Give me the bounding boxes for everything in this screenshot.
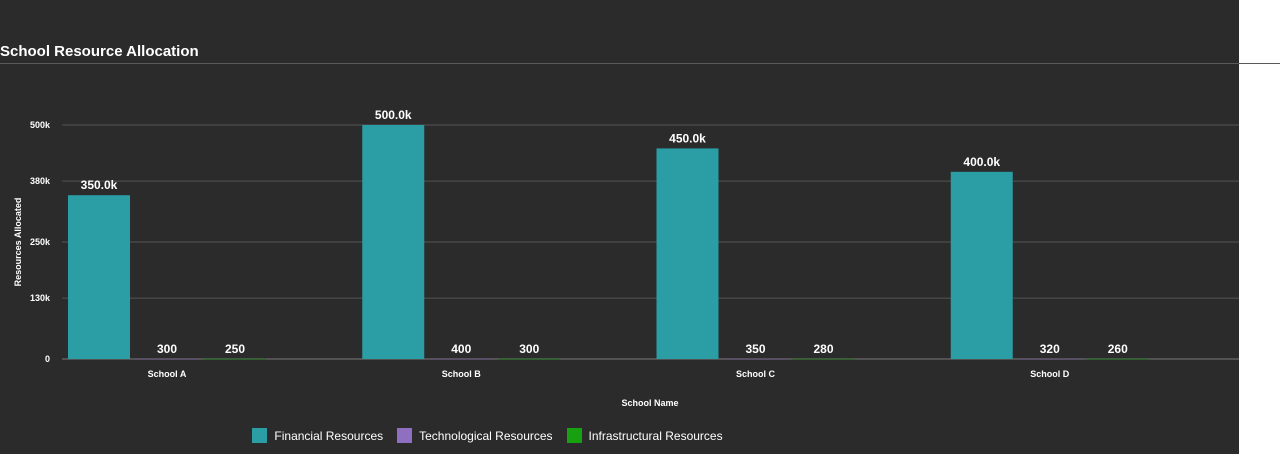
legend-item[interactable]: Financial Resources: [252, 428, 383, 443]
bar-value-label: 450.0k: [669, 131, 706, 145]
y-tick-label: 380k: [30, 176, 51, 186]
legend-swatch: [397, 428, 413, 443]
legend-swatch: [252, 428, 268, 443]
bar-value-label: 400.0k: [963, 155, 1000, 169]
y-tick-label: 0: [45, 354, 50, 364]
bar: [792, 358, 855, 360]
bar-value-label: 280: [813, 342, 833, 356]
bar: [950, 171, 1013, 359]
bar-value-label: 300: [519, 342, 539, 356]
chart-title: School Resource Allocation: [0, 43, 199, 60]
legend-item[interactable]: Technological Resources: [397, 428, 553, 443]
bar-value-label: 260: [1108, 342, 1128, 356]
bar: [362, 125, 425, 359]
bar: [68, 195, 130, 359]
bar: [1018, 358, 1081, 360]
bar-value-label: 300: [157, 342, 177, 356]
x-tick-label: School C: [736, 369, 776, 379]
y-tick-label: 130k: [30, 293, 51, 303]
legend-item[interactable]: Infrastructural Resources: [566, 428, 723, 443]
bar: [204, 358, 266, 360]
y-axis-title: Resources Allocated: [13, 198, 23, 287]
bar-value-label: 350.0k: [81, 178, 118, 192]
grid-lines: [62, 124, 1239, 360]
legend-label: Infrastructural Resources: [588, 428, 723, 443]
title-divider: [0, 63, 1280, 64]
bar-value-label: 500.0k: [375, 108, 412, 122]
y-tick-label: 500k: [30, 120, 51, 130]
x-axis-title: School Name: [621, 398, 678, 408]
x-tick-label: School B: [442, 369, 482, 379]
bar: [430, 358, 493, 360]
bars: 350.0k 300 250 500.0k 400 300 450.0k 350 280 400.…: [68, 108, 1149, 360]
bar-value-label: 320: [1040, 342, 1060, 356]
bar: [1086, 358, 1149, 360]
legend: Financial Resources Technological Resourc…: [0, 428, 975, 443]
x-tick-label: School A: [148, 369, 187, 379]
legend-swatch: [566, 428, 582, 443]
bar: [656, 148, 719, 359]
y-tick-label: 250k: [30, 237, 51, 247]
legend-label: Financial Resources: [274, 428, 384, 443]
bar: [136, 358, 198, 360]
x-axis-ticks: School A School B School C School D: [148, 369, 1070, 379]
bar-value-label: 400: [451, 342, 471, 356]
bar-value-label: 350: [745, 342, 765, 356]
bar: [498, 358, 561, 360]
legend-label: Technological Resources: [419, 428, 553, 443]
y-axis-ticks: 0 130k 250k 380k 500k: [30, 120, 51, 364]
x-tick-label: School D: [1030, 369, 1070, 379]
bar-value-label: 250: [225, 342, 245, 356]
bar: [724, 358, 787, 360]
